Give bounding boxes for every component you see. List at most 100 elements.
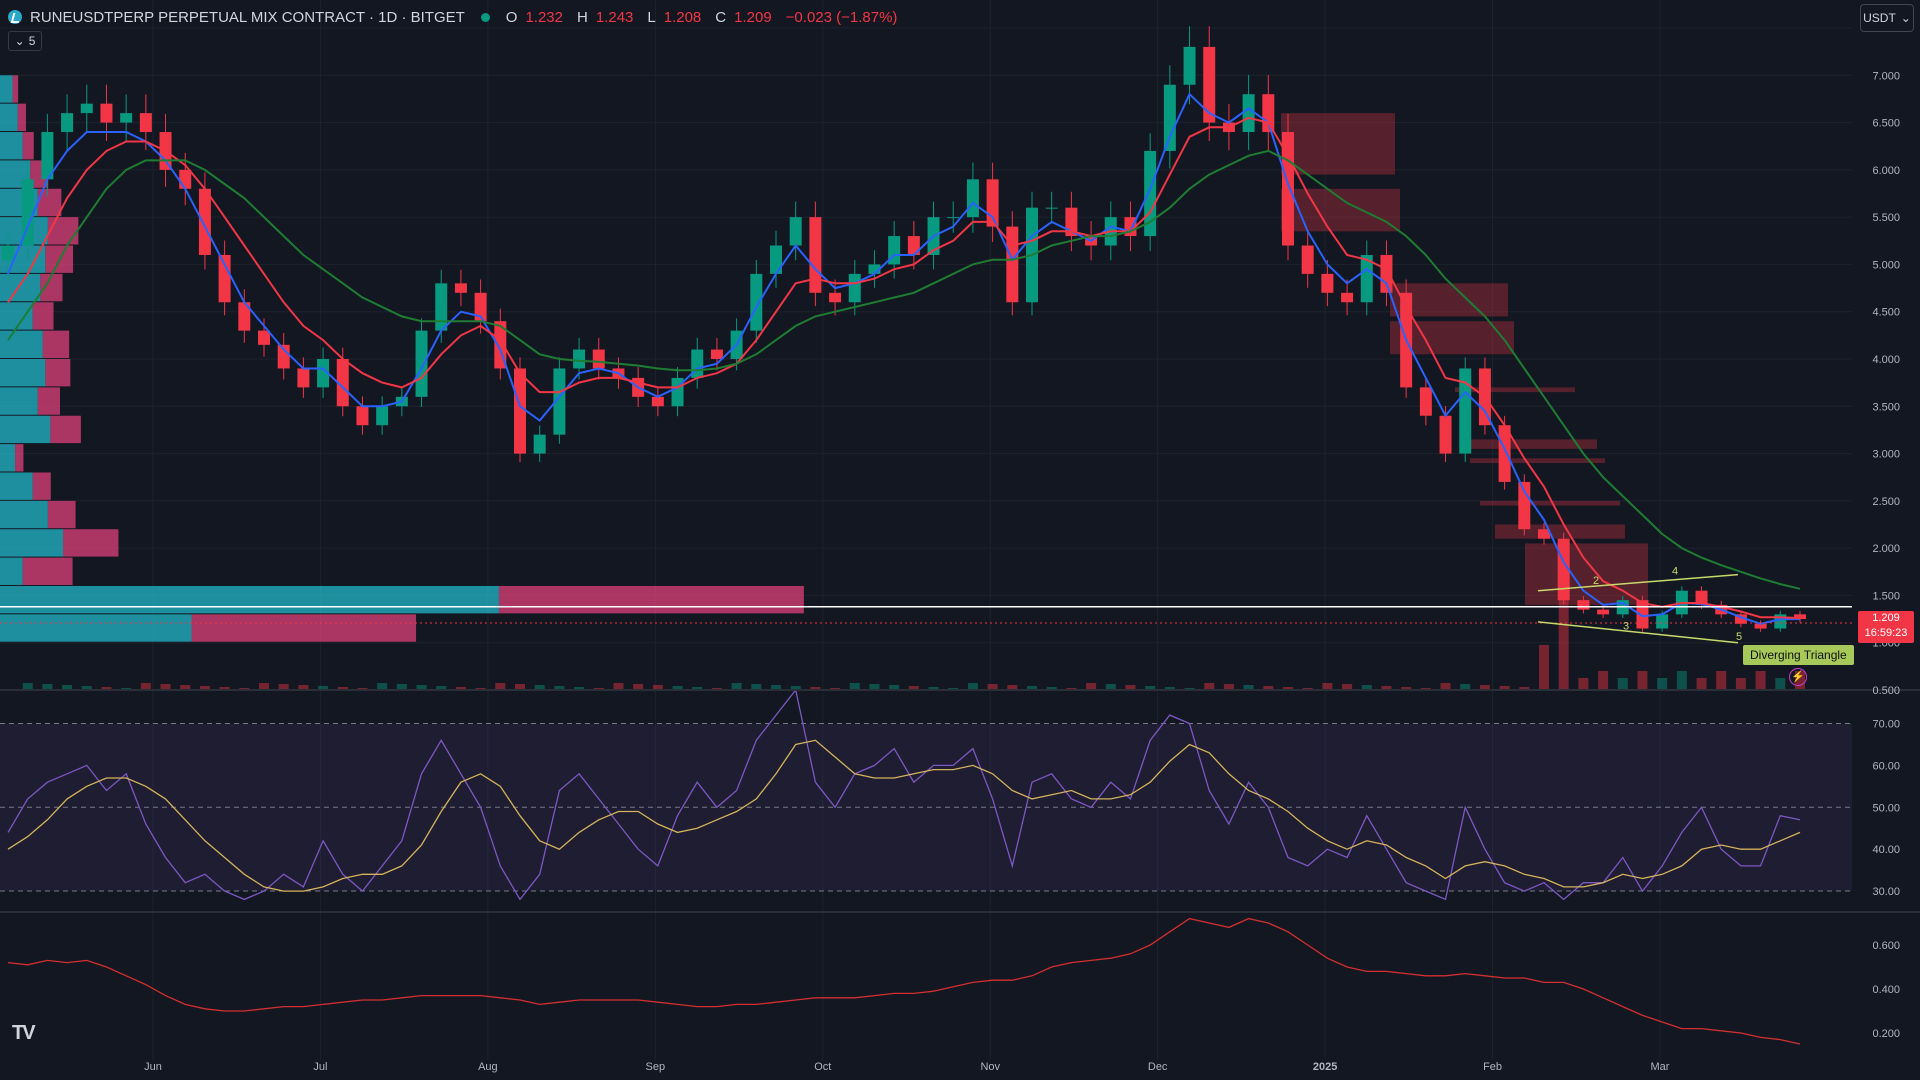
- volume-bar: [1342, 684, 1353, 690]
- volume-bar: [1558, 600, 1569, 690]
- market-status-icon: [480, 12, 490, 22]
- candle-body: [1459, 368, 1472, 454]
- currency-label: USDT: [1863, 11, 1896, 25]
- pattern-point-label: 2: [1593, 575, 1599, 587]
- candle-body: [1360, 254, 1373, 303]
- currency-selector[interactable]: USDT ⌄: [1860, 4, 1914, 32]
- moving-averages: [0, 92, 1852, 625]
- volume-bar: [1696, 678, 1707, 690]
- tradingview-logo-icon[interactable]: TV: [12, 1022, 36, 1044]
- volume-bar: [199, 686, 210, 690]
- volume-bar: [22, 683, 33, 690]
- candle-body: [947, 217, 960, 219]
- time-axis-label: Dec: [1148, 1061, 1168, 1073]
- indicator-axis-label: 0.200: [1872, 1028, 1900, 1040]
- candle-body: [238, 302, 251, 331]
- volume-profile-up: [0, 472, 33, 500]
- volume-bar: [908, 686, 919, 690]
- volume-bar: [1243, 685, 1254, 690]
- candle-body: [1577, 600, 1590, 610]
- volume-bar: [889, 685, 900, 690]
- volume-profile-down: [47, 500, 76, 529]
- high-label: H: [577, 8, 588, 26]
- price-axis-label: 7.000: [1872, 70, 1900, 82]
- third-indicator-pane: [0, 911, 1920, 1045]
- volume-bar: [1283, 687, 1293, 690]
- volume-profile-up: [0, 415, 51, 444]
- current-price-label: 1.209 16:59:23: [1858, 611, 1914, 643]
- symbol-title[interactable]: RUNEUSDTPERP PERPETUAL MIX CONTRACT · 1D…: [30, 8, 465, 26]
- volume-bar: [1676, 671, 1687, 690]
- volume-bar: [1204, 683, 1215, 690]
- candle-body: [1183, 46, 1196, 85]
- volume-profile-up: [0, 557, 23, 585]
- volume-bar: [278, 684, 289, 690]
- candle-body: [829, 292, 842, 303]
- volume-bar: [633, 684, 644, 690]
- volume-bar: [337, 687, 348, 690]
- candle-body: [1538, 529, 1550, 539]
- volume-profile-down: [498, 585, 804, 614]
- lightning-icon[interactable]: ⚡: [1789, 668, 1807, 686]
- volume-bar: [1716, 671, 1727, 690]
- price-axis-label: 2.000: [1872, 543, 1900, 555]
- pattern-label[interactable]: Diverging Triangle: [1743, 645, 1854, 665]
- candle-body: [809, 217, 822, 293]
- candle-body: [218, 254, 231, 303]
- volume-bar: [1086, 683, 1097, 690]
- close-value: 1.209: [734, 8, 772, 26]
- triangle-upper: [1537, 573, 1739, 592]
- volume-bar: [515, 684, 525, 690]
- high-value: 1.243: [595, 8, 634, 26]
- candle-body: [651, 396, 664, 407]
- volume-profile-down: [191, 614, 417, 642]
- candle-body: [1163, 84, 1176, 151]
- candle-body: [435, 283, 448, 331]
- volume-profile-up: [0, 529, 63, 557]
- candle-body: [868, 264, 881, 274]
- chart-header: RUNEUSDTPERP PERPETUAL MIX CONTRACT · 1D…: [8, 6, 903, 28]
- candle-body: [907, 236, 920, 255]
- volume-bar: [396, 684, 407, 690]
- volume-profile-down: [47, 217, 79, 245]
- supply-zone: [1281, 188, 1400, 232]
- thorchain-logo-icon: [8, 10, 22, 24]
- price-axis-label: 4.000: [1872, 354, 1900, 366]
- time-axis-label: Jun: [144, 1061, 162, 1073]
- price-axis-label: 3.000: [1872, 449, 1900, 461]
- candle-body: [454, 283, 467, 293]
- rsi-axis-label: 40.00: [1872, 844, 1900, 856]
- candle-body: [100, 103, 113, 123]
- time-axis-label: Nov: [980, 1061, 1000, 1073]
- rsi-axis-label: 50.00: [1872, 802, 1900, 814]
- volume-profile-down: [22, 132, 34, 160]
- candle-body: [474, 292, 487, 322]
- price-axis-label: 3.500: [1872, 401, 1900, 413]
- indicators-collapse-button[interactable]: ⌄ 5: [8, 31, 42, 51]
- candle-body: [21, 179, 34, 246]
- candle-body: [1656, 614, 1669, 629]
- volume-profile-down: [17, 103, 26, 132]
- volume-profile-up: [0, 500, 48, 529]
- ema-line: [7, 149, 1801, 590]
- candle-body: [1597, 609, 1610, 615]
- volume-bar: [810, 687, 821, 690]
- candle-body: [179, 169, 192, 189]
- candle-body: [415, 330, 428, 397]
- candle-body: [1242, 94, 1255, 133]
- volume-bar: [1223, 684, 1234, 690]
- volume-profile-up: [0, 273, 41, 302]
- candle-body: [1006, 226, 1019, 303]
- volume-bar: [790, 686, 801, 690]
- low-label: L: [647, 8, 656, 26]
- rsi-pane: [0, 688, 1920, 901]
- volume-bar: [1578, 678, 1589, 690]
- rsi-line: [7, 688, 1801, 901]
- volume-profile-up: [0, 132, 23, 160]
- candle-body: [789, 217, 802, 246]
- candle-body: [1321, 273, 1334, 293]
- candle-body: [120, 113, 133, 123]
- volume-bar: [1735, 678, 1746, 690]
- volume-bar: [1519, 687, 1530, 690]
